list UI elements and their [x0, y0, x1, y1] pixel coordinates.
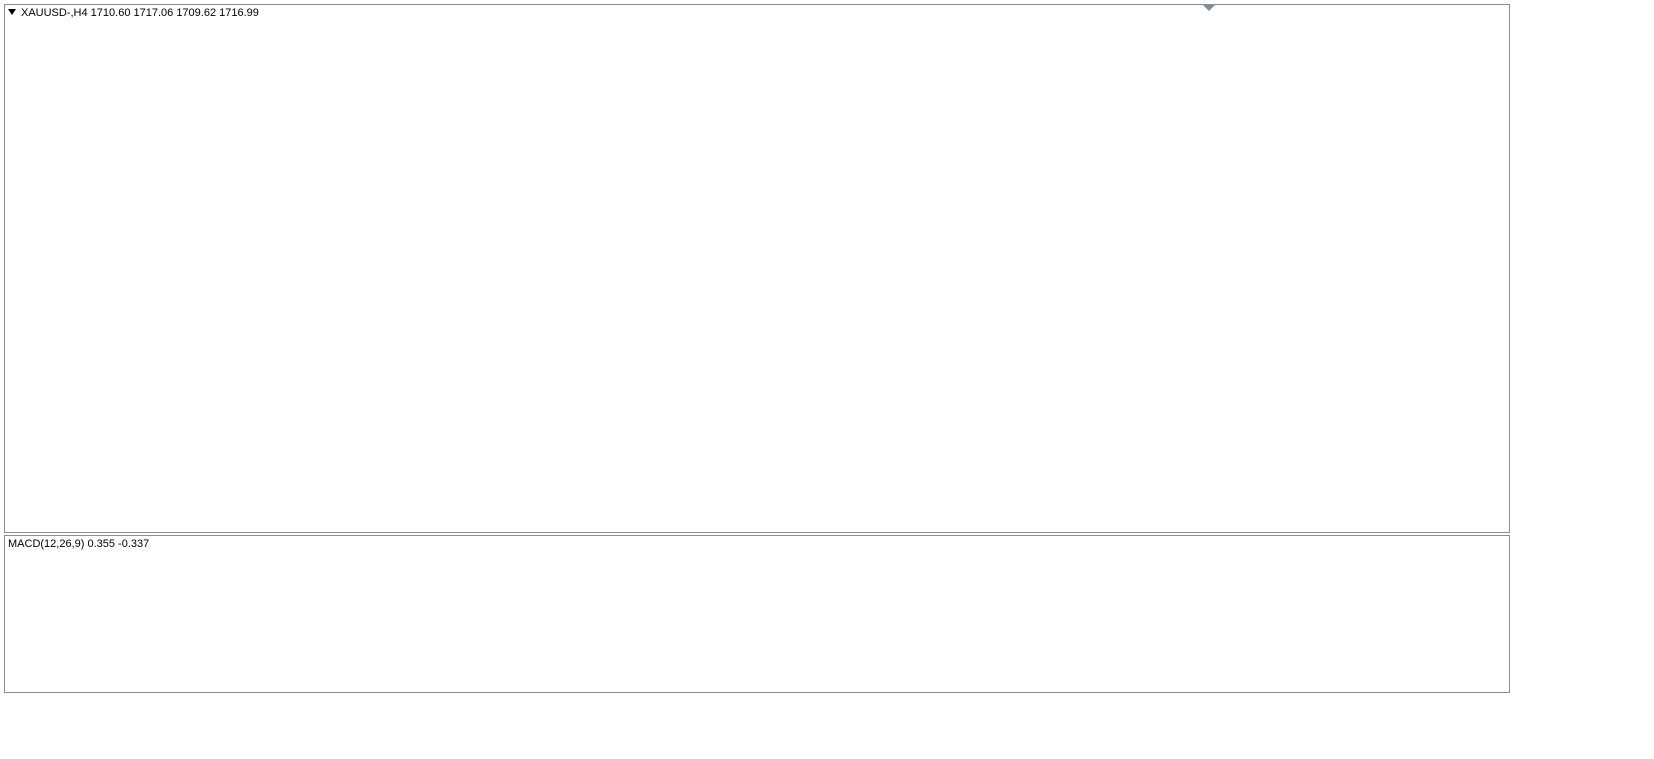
symbol-header: XAUUSD-,H4 1710.60 1717.06 1709.62 1716.… [21, 7, 259, 19]
macd-panel-frame [4, 535, 1510, 693]
macd-header: MACD(12,26,9) 0.355 -0.337 [8, 538, 149, 550]
collapse-icon [8, 9, 16, 15]
price-panel-frame [4, 4, 1510, 533]
shift-marker [1203, 5, 1215, 11]
